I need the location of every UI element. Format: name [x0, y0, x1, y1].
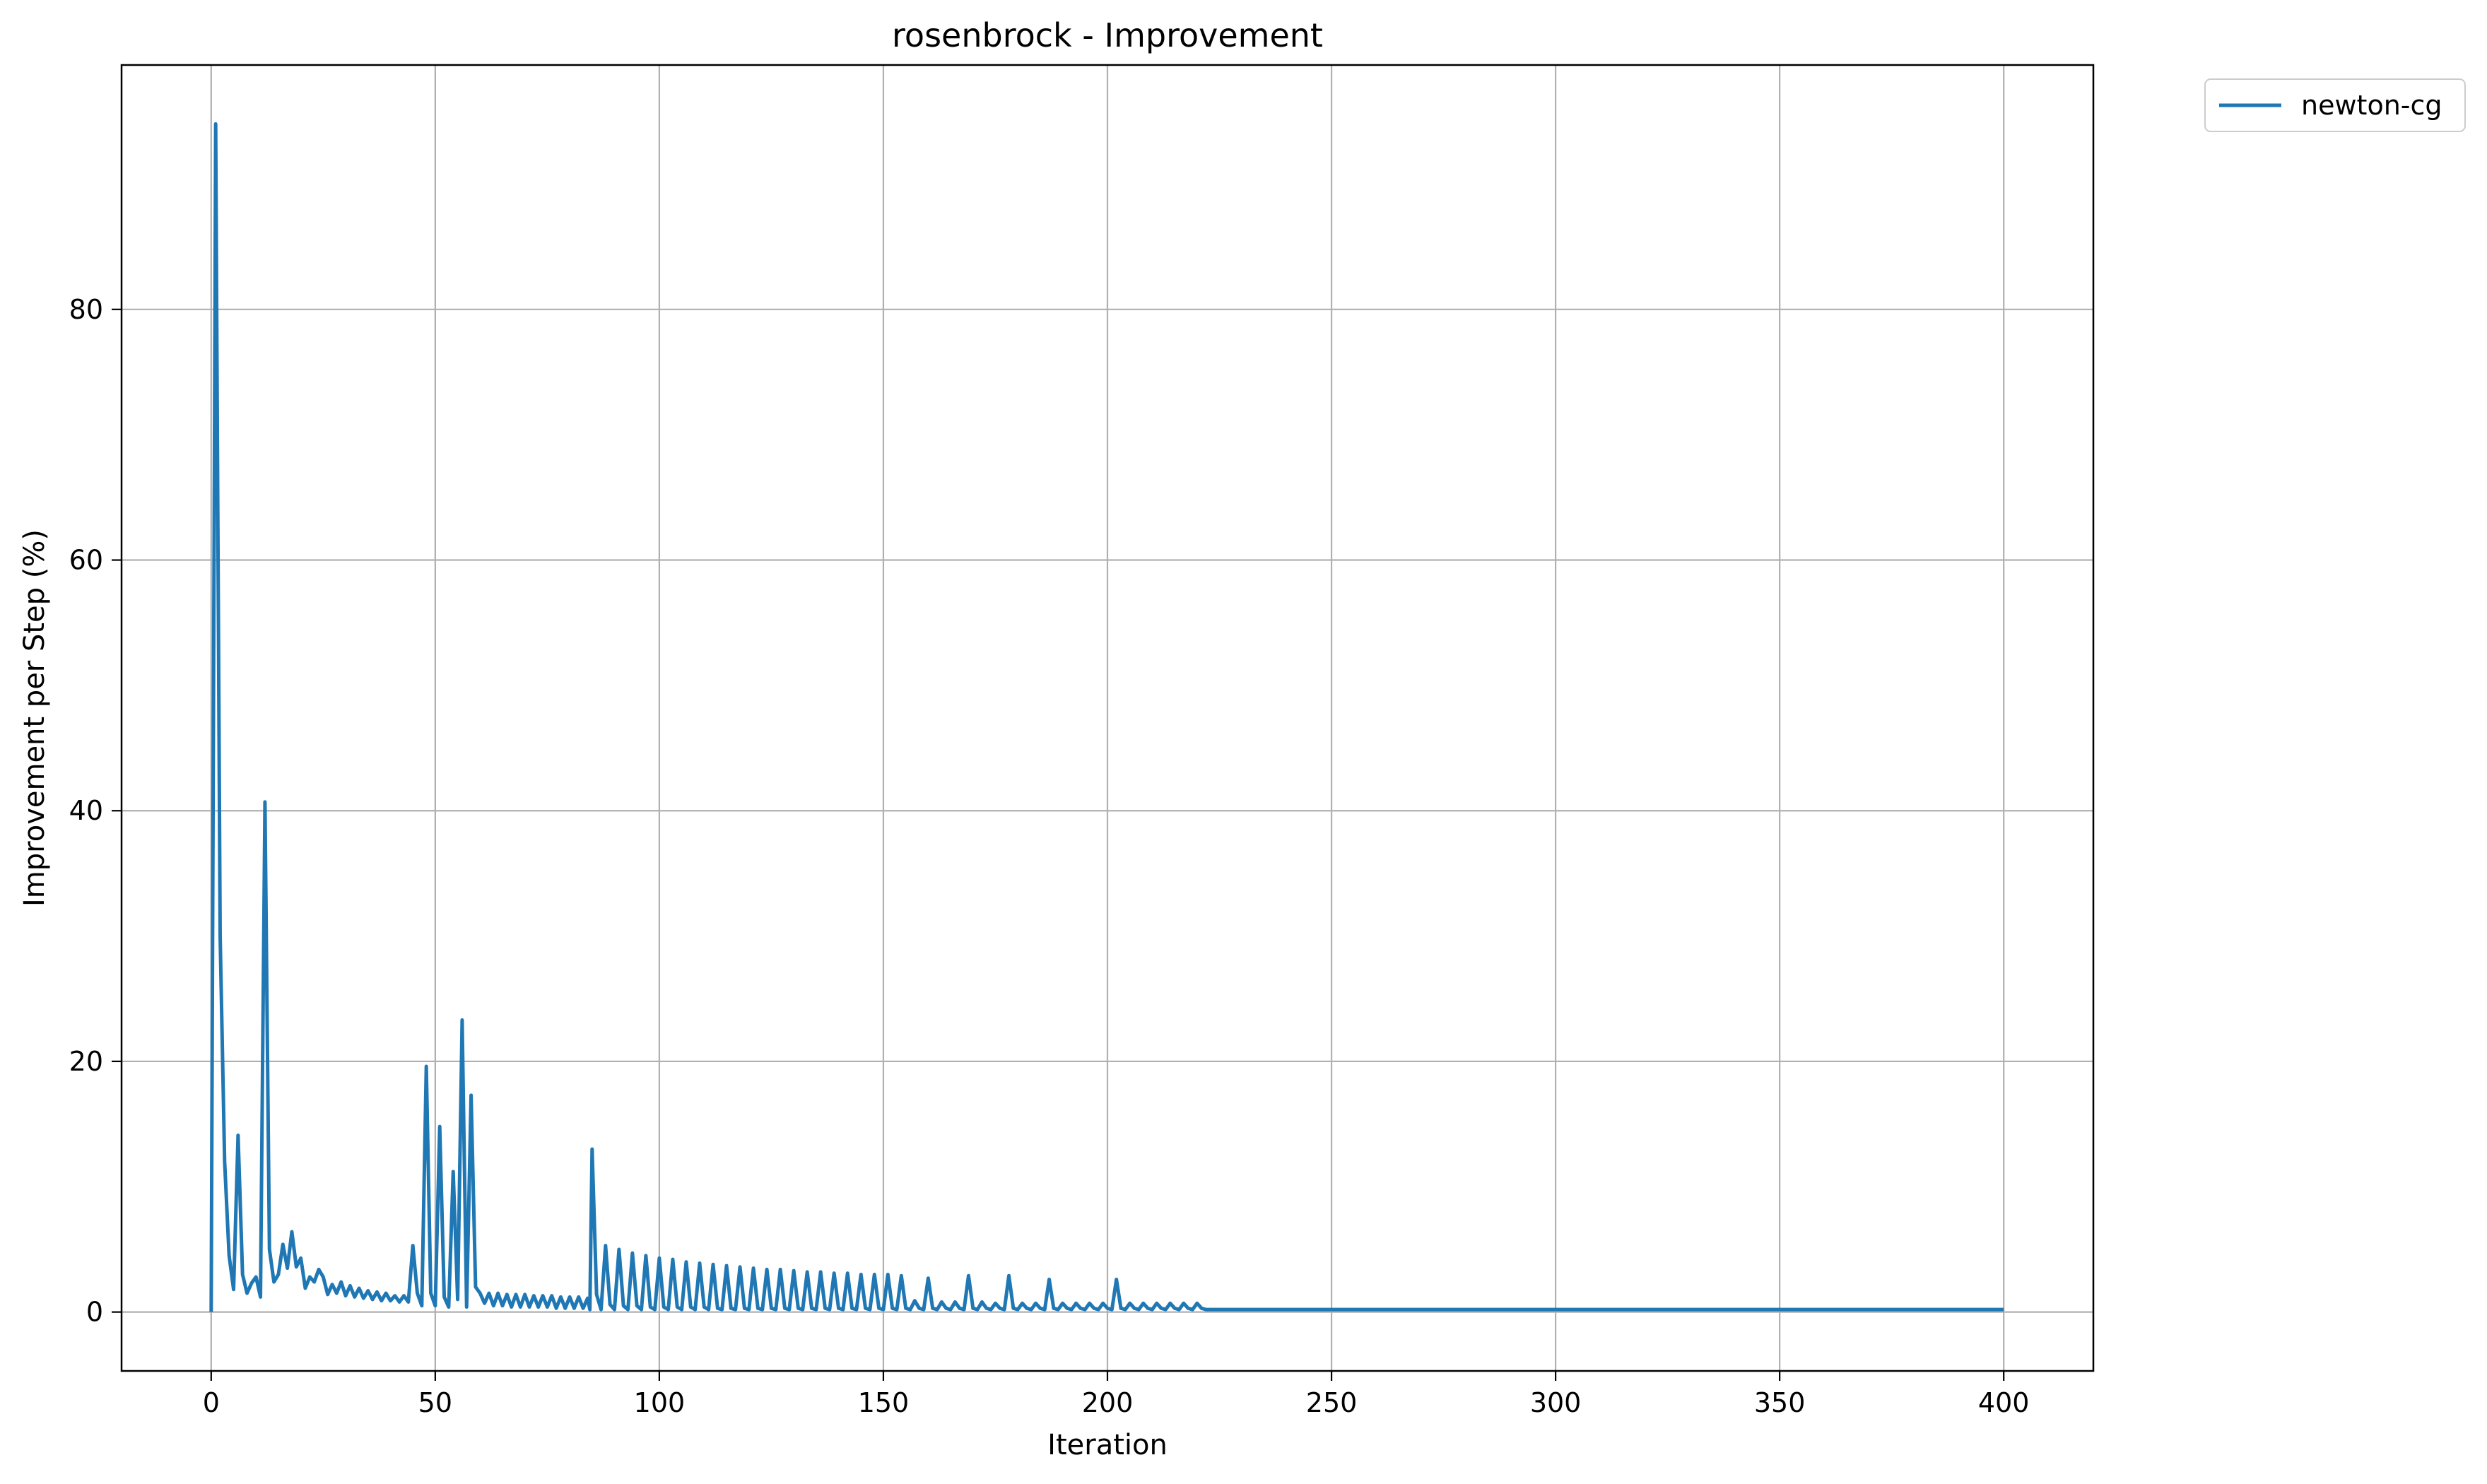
x-axis-ticks: 0 50 100 150 200 250 300 350 400	[203, 1371, 2030, 1418]
y-axis-ticks: 0 20 40 60 80	[69, 294, 122, 1328]
x-axis-label: Iteration	[1047, 1429, 1168, 1461]
y-tick-label: 80	[69, 294, 103, 325]
y-tick-label: 20	[69, 1046, 103, 1077]
y-tick-label: 40	[69, 795, 103, 826]
x-tick-label: 200	[1082, 1387, 1134, 1418]
x-tick-label: 0	[203, 1387, 220, 1418]
grid-lines	[122, 65, 2093, 1371]
x-tick-label: 350	[1754, 1387, 1806, 1418]
chart-title: rosenbrock - Improvement	[892, 16, 1323, 54]
x-tick-label: 150	[858, 1387, 910, 1418]
series-layer	[209, 122, 2004, 1312]
legend: newton-cg	[2204, 78, 2466, 132]
y-tick-label: 0	[86, 1297, 103, 1328]
x-tick-label: 50	[418, 1387, 452, 1418]
x-tick-label: 100	[634, 1387, 686, 1418]
x-tick-label: 300	[1530, 1387, 1582, 1418]
y-tick-label: 60	[69, 545, 103, 576]
legend-box	[2204, 78, 2466, 132]
y-axis-label: Improvement per Step (%)	[18, 529, 51, 907]
x-tick-label: 250	[1306, 1387, 1358, 1418]
x-tick-label: 400	[1978, 1387, 2030, 1418]
series-line-newton-cg	[209, 122, 2004, 1312]
legend-label-newton-cg: newton-cg	[2301, 90, 2442, 121]
